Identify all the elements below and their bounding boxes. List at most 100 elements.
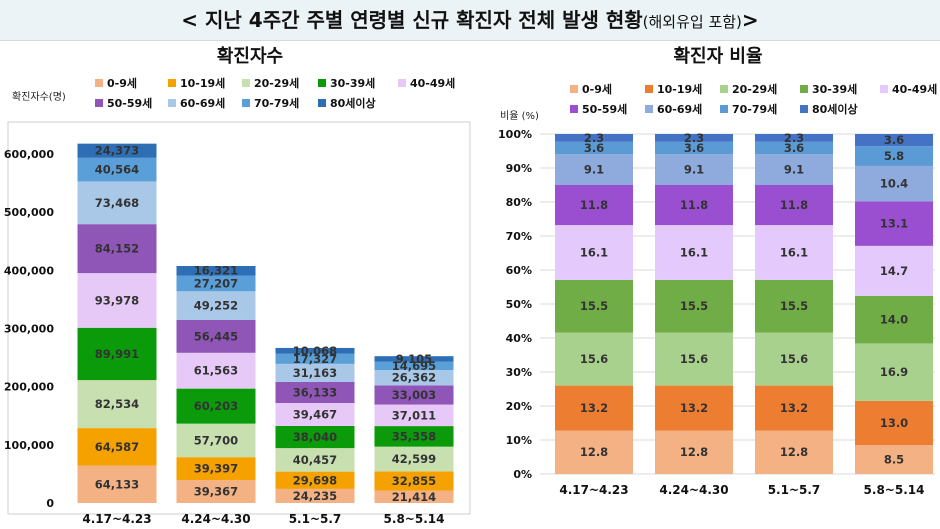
ratio-data-label: 15.6 bbox=[680, 352, 708, 366]
ratio-bar-segment bbox=[555, 385, 633, 431]
count-data-label: 37,011 bbox=[392, 408, 436, 422]
count-x-tick-label: 5.8~5.14 bbox=[384, 512, 445, 526]
count-y-tick-label: 0 bbox=[46, 497, 54, 510]
count-bar-segment bbox=[374, 471, 454, 491]
count-bar-segment bbox=[374, 446, 454, 472]
count-data-label: 36,133 bbox=[293, 386, 337, 400]
count-bar-segment bbox=[77, 273, 157, 328]
ratio-y-tick-label: 30% bbox=[506, 366, 532, 379]
ratio-data-label: 15.5 bbox=[580, 299, 608, 313]
ratio-data-label: 15.6 bbox=[780, 352, 808, 366]
count-data-label: 39,467 bbox=[293, 407, 337, 421]
ratio-bar-segment bbox=[755, 332, 833, 386]
count-legend-label: 50-59세 bbox=[107, 96, 152, 110]
ratio-data-label: 14.7 bbox=[880, 264, 908, 278]
count-legend-swatch bbox=[318, 79, 326, 87]
count-legend-swatch bbox=[95, 79, 103, 87]
count-legend-label: 80세이상 bbox=[330, 96, 376, 110]
ratio-y-tick-label: 40% bbox=[506, 332, 532, 345]
count-bar-segment bbox=[275, 403, 355, 426]
count-bar-segment bbox=[77, 428, 157, 466]
count-data-label: 39,397 bbox=[194, 462, 238, 476]
count-bar-segment bbox=[374, 361, 454, 371]
count-y-tick-label: 300,000 bbox=[4, 323, 54, 336]
ratio-y-tick-label: 100% bbox=[498, 128, 532, 141]
ratio-legend-swatch bbox=[645, 85, 653, 93]
ratio-data-label: 13.2 bbox=[780, 401, 808, 415]
ratio-legend-swatch bbox=[800, 105, 808, 113]
count-bar-segment bbox=[374, 426, 454, 447]
ratio-data-label: 16.1 bbox=[680, 245, 708, 259]
count-bar-segment bbox=[77, 157, 157, 182]
ratio-bar-segment bbox=[855, 134, 933, 147]
count-legend-label: 20-29세 bbox=[254, 76, 299, 90]
count-data-label: 32,855 bbox=[392, 474, 436, 488]
count-data-label: 24,235 bbox=[293, 489, 337, 503]
count-legend-label: 60-69세 bbox=[180, 96, 225, 110]
ratio-y-tick-label: 80% bbox=[506, 196, 532, 209]
ratio-bar-segment bbox=[855, 201, 933, 246]
count-bar-segment bbox=[176, 291, 256, 320]
ratio-legend-swatch bbox=[720, 105, 728, 113]
count-bar-segment bbox=[77, 224, 157, 274]
count-bar-segment bbox=[374, 385, 454, 405]
ratio-bar-segment bbox=[655, 154, 733, 185]
ratio-bar-segment bbox=[555, 430, 633, 474]
ratio-bar-segment bbox=[655, 185, 733, 226]
ratio-bar-segment bbox=[655, 279, 733, 333]
ratio-bar-segment bbox=[755, 430, 833, 474]
count-legend-label: 30-39세 bbox=[330, 76, 375, 90]
ratio-bar-segment bbox=[555, 154, 633, 185]
ratio-data-label: 16.1 bbox=[580, 245, 608, 259]
ratio-data-label: 9.1 bbox=[784, 163, 804, 177]
ratio-data-label: 3.6 bbox=[584, 141, 604, 155]
count-data-label: 42,599 bbox=[392, 452, 436, 466]
page-title-suffix: (해외유입 포함) bbox=[642, 13, 742, 31]
ratio-data-label: 14.0 bbox=[880, 313, 908, 327]
ratio-bar-segment bbox=[855, 295, 933, 344]
count-data-label: 26,362 bbox=[392, 371, 436, 385]
count-bar-segment bbox=[77, 380, 157, 429]
ratio-x-tick-label: 5.1~5.7 bbox=[768, 483, 821, 497]
ratio-bar-segment bbox=[555, 332, 633, 386]
ratio-bar-segment bbox=[655, 385, 733, 431]
ratio-y-tick-label: 50% bbox=[506, 298, 532, 311]
count-legend-swatch bbox=[242, 99, 250, 107]
ratio-y-tick-label: 20% bbox=[506, 400, 532, 413]
ratio-data-label: 11.8 bbox=[580, 198, 608, 212]
ratio-data-label: 11.8 bbox=[780, 198, 808, 212]
ratio-data-label: 9.1 bbox=[584, 163, 604, 177]
count-bar-segment bbox=[275, 448, 355, 472]
count-data-label: 64,133 bbox=[95, 477, 139, 491]
count-data-label: 16,321 bbox=[194, 264, 238, 278]
count-data-label: 73,468 bbox=[95, 196, 139, 210]
ratio-y-axis-label: 비율 (%) bbox=[500, 110, 539, 122]
page-title-main: < 지난 4주간 주별 연령별 신규 확진자 전체 발생 현황 bbox=[181, 8, 643, 32]
count-data-label: 24,373 bbox=[95, 144, 139, 158]
ratio-legend-label: 60-69세 bbox=[657, 102, 702, 116]
count-bar-segment bbox=[176, 480, 256, 503]
count-x-tick-label: 5.1~5.7 bbox=[289, 512, 342, 526]
ratio-legend-label: 20-29세 bbox=[732, 82, 777, 96]
count-bar-segment bbox=[77, 181, 157, 225]
count-data-label: 17,327 bbox=[293, 352, 337, 366]
count-legend-swatch bbox=[242, 79, 250, 87]
count-bar-segment bbox=[77, 143, 157, 158]
ratio-data-label: 15.6 bbox=[580, 352, 608, 366]
count-bar-segment bbox=[275, 363, 355, 382]
page-title-end: > bbox=[741, 8, 759, 32]
count-data-label: 40,457 bbox=[293, 453, 337, 467]
count-y-axis-label: 확진자수(명) bbox=[12, 91, 66, 103]
count-legend-label: 10-19세 bbox=[180, 76, 225, 90]
ratio-bar-segment bbox=[755, 141, 833, 155]
ratio-bar-segment bbox=[655, 332, 733, 386]
ratio-legend-swatch bbox=[570, 105, 578, 113]
count-bar-segment bbox=[176, 423, 256, 458]
count-y-tick-label: 600,000 bbox=[4, 148, 54, 161]
count-bar-segment bbox=[374, 370, 454, 386]
count-data-label: 82,534 bbox=[95, 397, 139, 411]
ratio-bar-segment bbox=[755, 134, 833, 142]
ratio-data-label: 9.1 bbox=[684, 163, 704, 177]
count-bar-segment bbox=[275, 347, 355, 354]
ratio-y-tick-label: 0% bbox=[513, 468, 532, 481]
